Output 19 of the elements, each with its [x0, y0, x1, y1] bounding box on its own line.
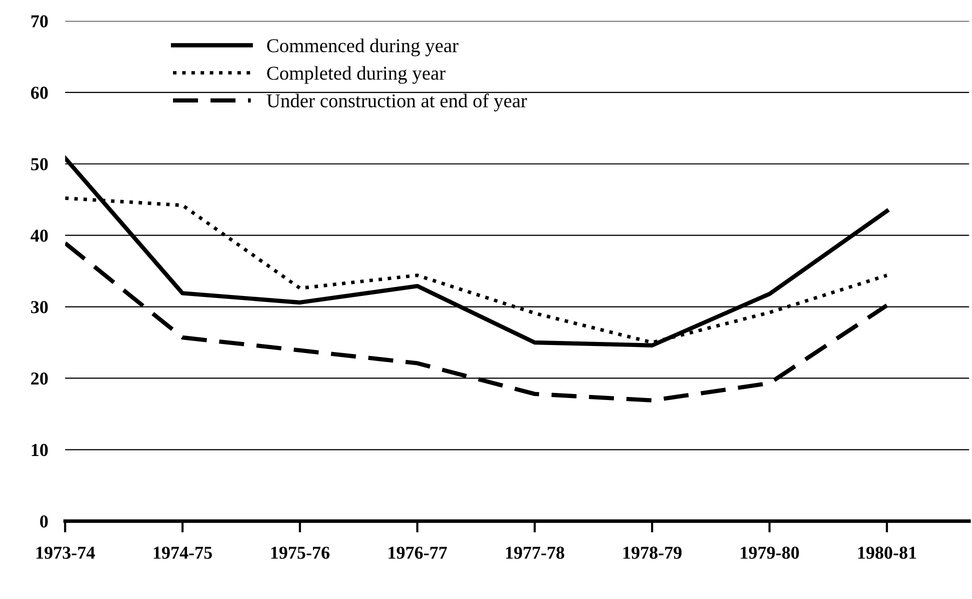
x-tick-label: 1973-74 [36, 546, 95, 559]
y-tick-label: 60 [31, 86, 48, 99]
x-tick-label: 1976-77 [388, 546, 447, 559]
legend-label: Under construction at end of year [266, 94, 527, 112]
x-tick-label: 1975-76 [271, 546, 330, 559]
x-tick-label: 1979-80 [740, 546, 799, 559]
legend-label: Commenced during year [267, 38, 458, 56]
legend-label: Completed during year [267, 66, 446, 84]
y-tick-label: 70 [31, 15, 48, 28]
y-tick-label: 0 [40, 515, 48, 528]
x-tick-label: 1974-75 [154, 546, 212, 559]
x-tick-label: 1978-79 [623, 546, 682, 559]
y-tick-label: 20 [31, 372, 48, 385]
y-tick-label: 40 [30, 230, 48, 242]
x-tick-label: 1980-81 [858, 546, 916, 559]
y-tick-label: 30 [31, 301, 48, 314]
x-tick-label: 1977-78 [506, 546, 564, 559]
y-tick-label: 10 [32, 444, 48, 456]
y-tick-label: 50 [31, 158, 48, 170]
